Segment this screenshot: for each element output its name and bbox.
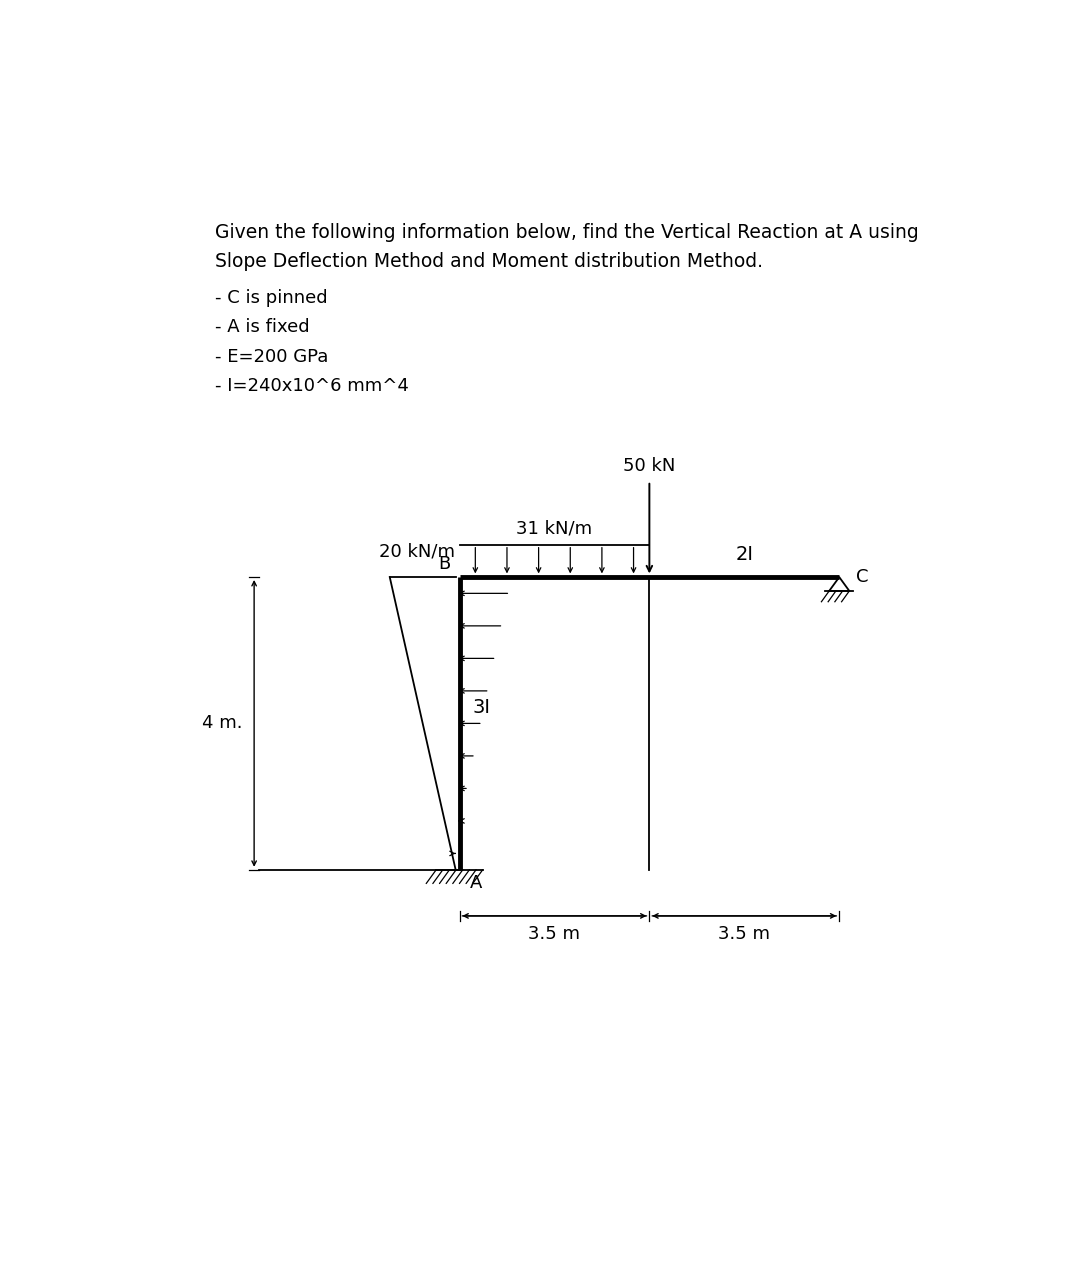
Text: - I=240x10^6 mm^4: - I=240x10^6 mm^4	[215, 376, 410, 396]
Text: 3.5 m: 3.5 m	[718, 925, 771, 943]
Text: 50 kN: 50 kN	[623, 457, 675, 475]
Text: 2I: 2I	[735, 545, 754, 564]
Text: B: B	[438, 556, 450, 573]
Text: 3I: 3I	[473, 699, 491, 718]
Text: Slope Deflection Method and Moment distribution Method.: Slope Deflection Method and Moment distr…	[215, 252, 763, 271]
Text: - C is pinned: - C is pinned	[215, 289, 328, 307]
Text: Given the following information below, find the Vertical Reaction at A using: Given the following information below, f…	[215, 223, 919, 242]
Text: A: A	[470, 873, 482, 892]
Text: 3.5 m: 3.5 m	[528, 925, 580, 943]
Text: - E=200 GPa: - E=200 GPa	[215, 348, 329, 366]
Text: 20 kN/m: 20 kN/m	[378, 543, 455, 561]
Text: C: C	[857, 568, 868, 586]
Text: 4 m.: 4 m.	[202, 714, 242, 732]
Text: 31 kN/m: 31 kN/m	[517, 520, 593, 538]
Text: - A is fixed: - A is fixed	[215, 319, 310, 337]
